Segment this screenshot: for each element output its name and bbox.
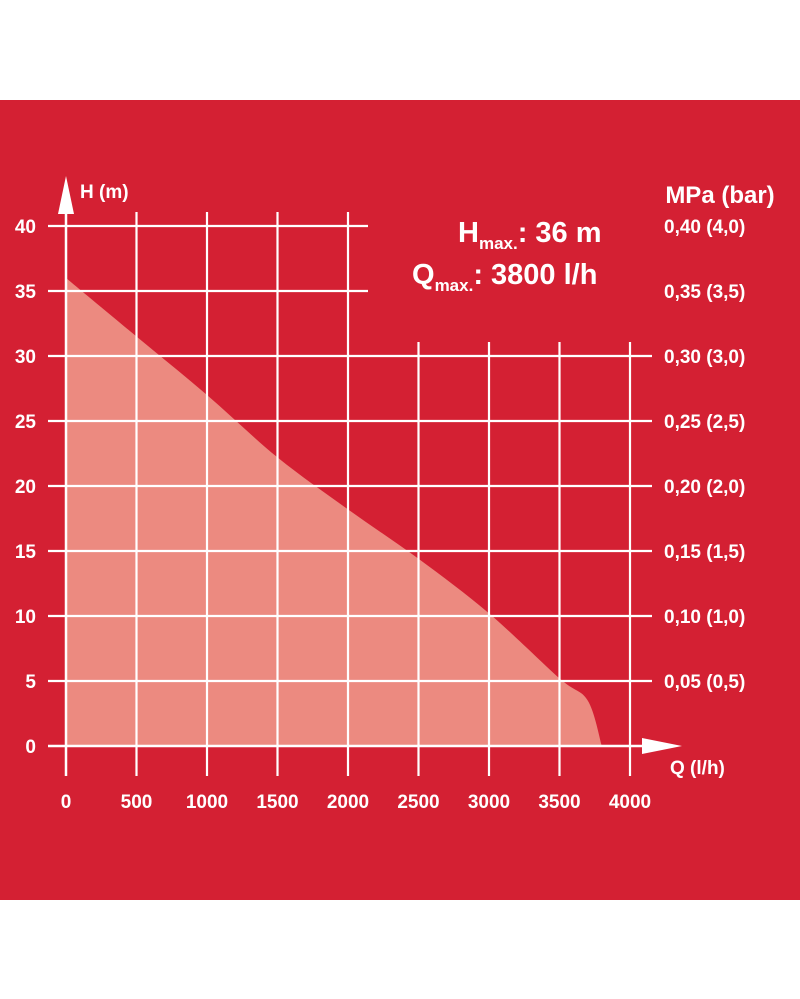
- y-tick-label: 35: [15, 282, 37, 303]
- y2-tick-label: 0,10 (1,0): [664, 607, 745, 628]
- y2-tick-label: 0,15 (1,5): [664, 542, 745, 563]
- y-tick-label: 25: [15, 412, 37, 433]
- qmax-sub: max.: [435, 276, 474, 295]
- hmax-value: : 36 m: [518, 217, 602, 249]
- y-tick-label: 0: [25, 737, 36, 758]
- y-axis-label: H (m): [80, 182, 129, 203]
- qmax-annotation: Qmax.: 3800 l/h: [412, 259, 597, 295]
- y2-tick-label: 0,05 (0,5): [664, 672, 745, 693]
- axes: [48, 176, 682, 776]
- y-tick-label: 20: [15, 477, 36, 498]
- grid: [48, 212, 652, 776]
- y2-tick-label: 0,25 (2,5): [664, 412, 745, 433]
- y-tick-label: 40: [15, 217, 36, 238]
- hmax-sub: max.: [479, 234, 518, 253]
- y2-axis-label: MPa (bar): [665, 182, 774, 209]
- y2-tick-label: 0,35 (3,5): [664, 282, 745, 303]
- y-tick-label: 10: [15, 607, 36, 628]
- performance-curve-area: [66, 278, 602, 746]
- x-tick-label: 2500: [397, 792, 439, 813]
- y-tick-label: 30: [15, 347, 36, 368]
- qmax-value: : 3800 l/h: [473, 259, 597, 291]
- y-tick-label: 5: [25, 672, 36, 693]
- x-axis-arrow: [642, 738, 682, 754]
- x-tick-label: 1000: [186, 792, 228, 813]
- x-tick-label: 1500: [256, 792, 298, 813]
- hmax-main: H: [458, 217, 479, 249]
- tick-labels: 0 500 1000 1500 2000 2500 3000 3500 4000 0 5 10 15 20…: [15, 217, 745, 813]
- y-axis-arrow: [58, 176, 74, 214]
- x-tick-label: 4000: [609, 792, 651, 813]
- hmax-annotation: Hmax.: 36 m: [458, 217, 602, 253]
- y2-tick-label: 0,40 (4,0): [664, 217, 745, 238]
- y2-tick-label: 0,30 (3,0): [664, 347, 745, 368]
- qmax-main: Q: [412, 259, 435, 291]
- y2-tick-label: 0,20 (2,0): [664, 477, 745, 498]
- x-axis-label: Q (l/h): [670, 758, 725, 779]
- x-tick-label: 2000: [327, 792, 369, 813]
- x-tick-label: 0: [61, 792, 72, 813]
- x-tick-label: 500: [121, 792, 153, 813]
- x-tick-label: 3500: [538, 792, 580, 813]
- y-tick-label: 15: [15, 542, 37, 563]
- x-tick-label: 3000: [468, 792, 510, 813]
